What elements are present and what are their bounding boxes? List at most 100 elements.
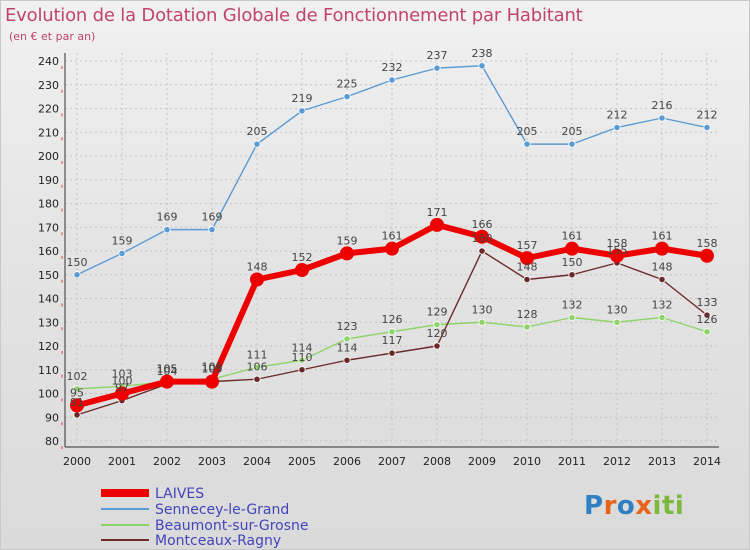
data-label: 117 — [382, 334, 403, 347]
y-tick-label: 220 — [38, 103, 59, 116]
data-label: 129 — [427, 306, 448, 319]
y-tick-label: 170 — [38, 221, 59, 234]
data-label: 212 — [607, 109, 628, 122]
x-tick-label: 2010 — [513, 455, 541, 468]
data-label: 150 — [562, 256, 583, 269]
legend: LAIVESSennecey-le-GrandBeaumont-sur-Gros… — [101, 486, 309, 549]
data-label: 126 — [382, 313, 403, 326]
data-labels: 150 159 169 169 205 219 225 232 237 238 205 205 212 2… — [67, 47, 718, 409]
data-label: 95 — [70, 386, 84, 399]
y-tick-label: 100 — [38, 388, 59, 401]
data-label: 114 — [292, 341, 313, 354]
data-point — [343, 93, 351, 101]
y-tick-label: 160 — [38, 245, 59, 258]
data-label: 205 — [562, 125, 583, 138]
y-tick-label: 200 — [38, 150, 59, 163]
x-tick-label: 2000 — [63, 455, 91, 468]
x-tick-label: 2011 — [558, 455, 586, 468]
data-point — [523, 140, 531, 148]
data-label: 169 — [157, 211, 178, 224]
data-point — [433, 64, 441, 72]
logo-letter: r — [603, 491, 617, 521]
logo-letter: P — [584, 491, 604, 521]
legend-item: LAIVES — [155, 486, 204, 502]
data-point — [613, 318, 621, 326]
data-point — [433, 321, 441, 329]
data-label: 120 — [427, 327, 448, 340]
data-point — [253, 375, 261, 383]
y-tick-label: 240 — [38, 55, 59, 68]
data-point — [478, 62, 486, 70]
proxiti-logo: Proxiti — [584, 491, 684, 521]
data-point — [658, 313, 666, 322]
data-point — [388, 328, 396, 336]
x-tick-label: 2007 — [378, 455, 406, 468]
data-point — [73, 411, 81, 419]
data-label: 106 — [202, 360, 223, 373]
data-label: 114 — [337, 341, 358, 354]
x-tick-label: 2009 — [468, 455, 496, 468]
series-lines — [70, 62, 714, 419]
data-label: 237 — [427, 49, 448, 62]
data-label: 148 — [652, 261, 673, 274]
y-tick-label: 210 — [38, 126, 59, 139]
data-point — [430, 217, 444, 232]
x-tick-label: 2012 — [603, 455, 631, 468]
x-tick-label: 2003 — [198, 455, 226, 468]
data-point — [568, 140, 576, 148]
logo-letter: i — [674, 491, 685, 521]
y-tick-label: 120 — [38, 340, 59, 353]
data-label: 158 — [607, 237, 628, 250]
data-label: 232 — [382, 61, 403, 74]
data-point — [295, 263, 309, 277]
data-point — [433, 342, 441, 350]
legend-item: Montceaux-Ragny — [155, 533, 281, 549]
data-point — [298, 366, 306, 374]
data-label: 100 — [112, 375, 133, 388]
logo-letter: o — [616, 491, 636, 521]
data-label: 91 — [70, 396, 84, 409]
data-point — [520, 251, 534, 266]
y-tick-label: 190 — [38, 174, 59, 187]
x-tick-label: 2014 — [693, 455, 721, 468]
x-tick-label: 2001 — [108, 455, 136, 468]
data-label: 105 — [202, 363, 223, 376]
data-label: 102 — [67, 370, 88, 383]
data-point — [658, 275, 666, 284]
y-tick-label: 90 — [45, 411, 59, 424]
data-label: 157 — [517, 239, 538, 252]
data-label: 205 — [517, 125, 538, 138]
data-point — [340, 246, 354, 261]
data-point — [385, 241, 399, 256]
chart-title: Evolution de la Dotation Globale de Fonc… — [5, 5, 583, 26]
data-label: 148 — [517, 261, 538, 274]
data-point — [298, 107, 306, 115]
data-label: 150 — [67, 256, 88, 269]
data-point — [475, 229, 489, 244]
data-label: 205 — [247, 125, 268, 138]
y-tick-label: 130 — [38, 316, 59, 329]
logo-letter: t — [661, 491, 675, 521]
data-label: 171 — [427, 206, 448, 219]
data-point — [250, 272, 264, 287]
data-point — [565, 241, 579, 256]
data-point — [160, 374, 174, 389]
data-label: 110 — [292, 351, 313, 364]
data-point — [610, 248, 624, 263]
data-label: 225 — [337, 78, 358, 91]
data-label: 128 — [517, 308, 538, 321]
data-label: 160 — [472, 232, 493, 245]
data-point — [388, 349, 396, 357]
data-point — [73, 271, 81, 279]
data-point — [388, 76, 396, 84]
data-label: 106 — [247, 360, 268, 373]
data-label: 130 — [472, 303, 493, 316]
legend-item: Sennecey-le-Grand — [155, 502, 289, 518]
data-point — [205, 374, 219, 389]
data-label: 97 — [115, 382, 129, 395]
data-label: 104 — [157, 365, 178, 378]
data-point — [703, 328, 711, 336]
x-tick-label: 2008 — [423, 455, 451, 468]
data-point — [568, 313, 576, 322]
